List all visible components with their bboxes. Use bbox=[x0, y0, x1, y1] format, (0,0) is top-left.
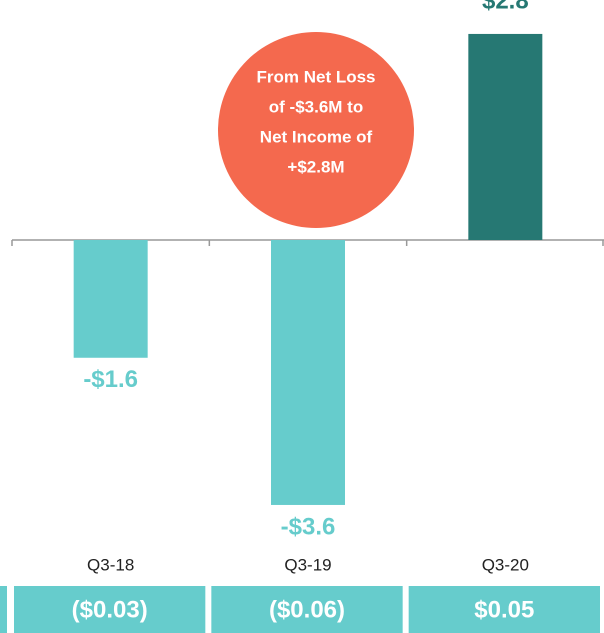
bar bbox=[271, 240, 345, 505]
eps-box bbox=[408, 586, 600, 633]
annotation-line: +$2.8M bbox=[287, 157, 344, 176]
x-tick-label: Q3-18 bbox=[87, 555, 134, 574]
bar bbox=[468, 33, 543, 241]
annotation-line: of -$3.6M to bbox=[269, 97, 363, 116]
eps-value: ($0.06) bbox=[269, 596, 345, 623]
x-tick-label: Q3-20 bbox=[482, 555, 529, 574]
value-label: -$3.6 bbox=[281, 513, 336, 540]
bar bbox=[73, 240, 148, 358]
x-tick-label: Q3-19 bbox=[284, 555, 331, 574]
eps-box bbox=[211, 586, 403, 633]
eps-box bbox=[14, 586, 206, 633]
value-label: $2.8 bbox=[482, 0, 529, 14]
annotation-line: From Net Loss bbox=[256, 67, 375, 86]
eps-value: ($0.03) bbox=[72, 596, 148, 623]
eps-box-partial bbox=[0, 586, 7, 633]
annotation-line: Net Income of bbox=[260, 127, 373, 146]
annotation-circle bbox=[218, 32, 414, 228]
eps-value: $0.05 bbox=[474, 596, 534, 623]
value-label: -$1.6 bbox=[83, 366, 138, 393]
